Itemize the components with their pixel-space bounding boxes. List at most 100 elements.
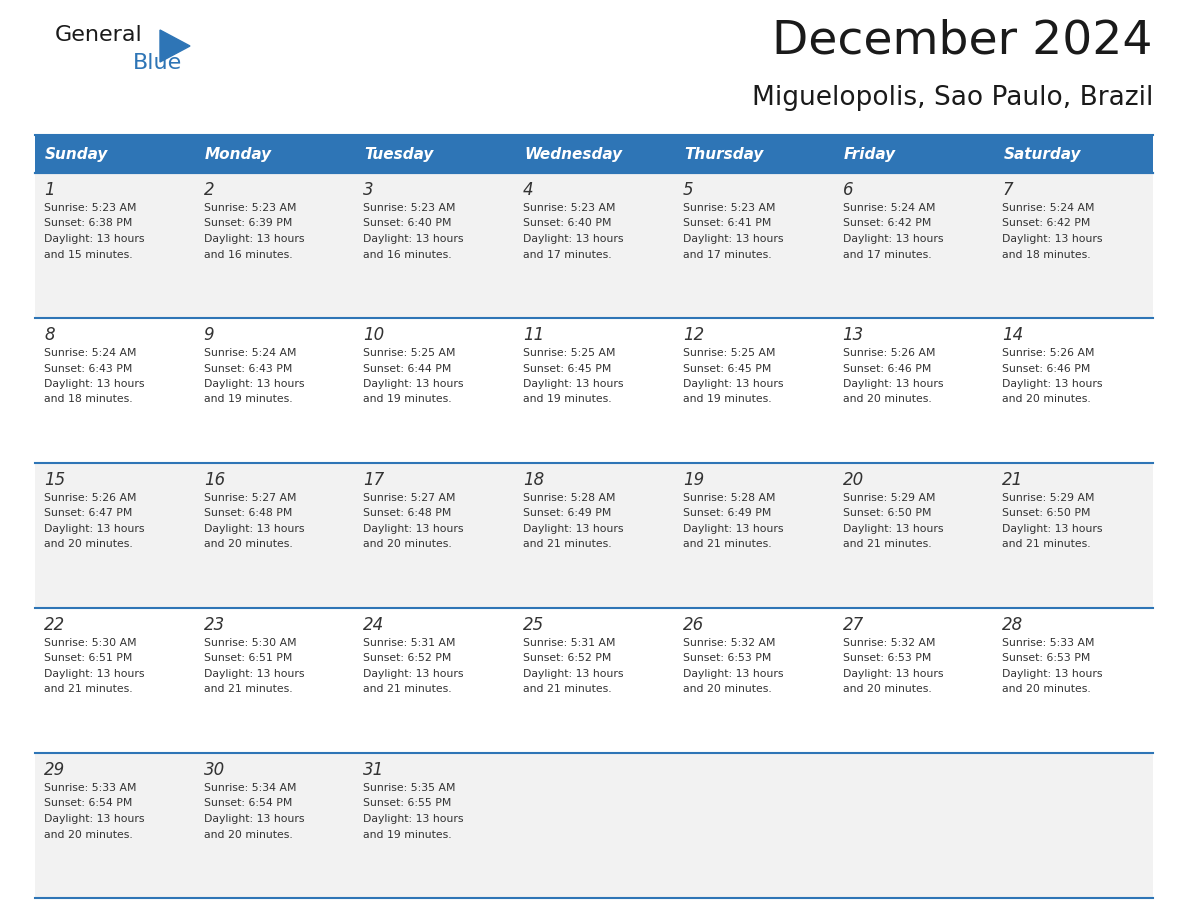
- Text: 30: 30: [203, 761, 225, 779]
- Text: Sunset: 6:48 PM: Sunset: 6:48 PM: [364, 509, 451, 519]
- Polygon shape: [160, 30, 190, 62]
- Text: and 20 minutes.: and 20 minutes.: [44, 830, 133, 839]
- Text: Daylight: 13 hours: Daylight: 13 hours: [683, 234, 783, 244]
- Text: Sunrise: 5:23 AM: Sunrise: 5:23 AM: [44, 203, 137, 213]
- Text: Sunset: 6:49 PM: Sunset: 6:49 PM: [523, 509, 612, 519]
- Text: and 17 minutes.: and 17 minutes.: [683, 250, 771, 260]
- Text: and 20 minutes.: and 20 minutes.: [1003, 685, 1091, 695]
- Text: Tuesday: Tuesday: [365, 147, 434, 162]
- Text: Sunset: 6:51 PM: Sunset: 6:51 PM: [203, 654, 292, 664]
- Text: and 20 minutes.: and 20 minutes.: [203, 830, 292, 839]
- Text: Sunset: 6:48 PM: Sunset: 6:48 PM: [203, 509, 292, 519]
- Text: Daylight: 13 hours: Daylight: 13 hours: [523, 234, 624, 244]
- Text: Miguelopolis, Sao Paulo, Brazil: Miguelopolis, Sao Paulo, Brazil: [752, 85, 1154, 111]
- Text: 16: 16: [203, 471, 225, 489]
- Text: 23: 23: [203, 616, 225, 634]
- Text: Daylight: 13 hours: Daylight: 13 hours: [1003, 524, 1102, 534]
- Text: Daylight: 13 hours: Daylight: 13 hours: [683, 524, 783, 534]
- Text: 21: 21: [1003, 471, 1024, 489]
- Text: and 16 minutes.: and 16 minutes.: [364, 250, 453, 260]
- Text: and 18 minutes.: and 18 minutes.: [44, 395, 133, 405]
- Text: Wednesday: Wednesday: [524, 147, 623, 162]
- Text: and 19 minutes.: and 19 minutes.: [364, 830, 453, 839]
- Text: Monday: Monday: [204, 147, 272, 162]
- Text: 7: 7: [1003, 181, 1013, 199]
- Text: 29: 29: [44, 761, 65, 779]
- Text: Daylight: 13 hours: Daylight: 13 hours: [842, 669, 943, 679]
- Text: Daylight: 13 hours: Daylight: 13 hours: [1003, 379, 1102, 389]
- Text: Daylight: 13 hours: Daylight: 13 hours: [203, 234, 304, 244]
- Text: Sunrise: 5:24 AM: Sunrise: 5:24 AM: [44, 348, 137, 358]
- Text: 31: 31: [364, 761, 385, 779]
- Text: Daylight: 13 hours: Daylight: 13 hours: [203, 669, 304, 679]
- Text: and 21 minutes.: and 21 minutes.: [842, 540, 931, 550]
- Text: Daylight: 13 hours: Daylight: 13 hours: [523, 524, 624, 534]
- Bar: [674, 135, 834, 173]
- Text: Sunrise: 5:28 AM: Sunrise: 5:28 AM: [683, 493, 776, 503]
- Text: Sunrise: 5:23 AM: Sunrise: 5:23 AM: [203, 203, 296, 213]
- Text: Sunrise: 5:24 AM: Sunrise: 5:24 AM: [842, 203, 935, 213]
- Text: Sunrise: 5:27 AM: Sunrise: 5:27 AM: [364, 493, 456, 503]
- Text: Sunrise: 5:23 AM: Sunrise: 5:23 AM: [683, 203, 776, 213]
- Text: Sunset: 6:38 PM: Sunset: 6:38 PM: [44, 218, 132, 229]
- Text: 19: 19: [683, 471, 704, 489]
- Text: 15: 15: [44, 471, 65, 489]
- Text: and 20 minutes.: and 20 minutes.: [842, 395, 931, 405]
- Text: Sunset: 6:42 PM: Sunset: 6:42 PM: [842, 218, 931, 229]
- Text: Sunset: 6:54 PM: Sunset: 6:54 PM: [203, 799, 292, 809]
- Text: Sunrise: 5:30 AM: Sunrise: 5:30 AM: [203, 638, 296, 648]
- Text: Sunset: 6:46 PM: Sunset: 6:46 PM: [1003, 364, 1091, 374]
- Text: Sunset: 6:52 PM: Sunset: 6:52 PM: [523, 654, 612, 664]
- Text: Daylight: 13 hours: Daylight: 13 hours: [44, 524, 145, 534]
- Text: and 18 minutes.: and 18 minutes.: [1003, 250, 1091, 260]
- Text: and 19 minutes.: and 19 minutes.: [203, 395, 292, 405]
- Text: Sunrise: 5:29 AM: Sunrise: 5:29 AM: [842, 493, 935, 503]
- Text: and 20 minutes.: and 20 minutes.: [1003, 395, 1091, 405]
- Text: Sunset: 6:52 PM: Sunset: 6:52 PM: [364, 654, 451, 664]
- Text: Thursday: Thursday: [684, 147, 763, 162]
- Text: Daylight: 13 hours: Daylight: 13 hours: [44, 814, 145, 824]
- Text: Daylight: 13 hours: Daylight: 13 hours: [1003, 669, 1102, 679]
- Text: 25: 25: [523, 616, 544, 634]
- Text: Sunset: 6:45 PM: Sunset: 6:45 PM: [523, 364, 612, 374]
- Text: Daylight: 13 hours: Daylight: 13 hours: [203, 524, 304, 534]
- Text: and 21 minutes.: and 21 minutes.: [523, 540, 612, 550]
- Text: Daylight: 13 hours: Daylight: 13 hours: [842, 234, 943, 244]
- Bar: [34, 463, 1154, 608]
- Text: 17: 17: [364, 471, 385, 489]
- Text: General: General: [55, 25, 143, 45]
- Text: Blue: Blue: [133, 53, 182, 73]
- Text: 14: 14: [1003, 326, 1024, 344]
- Text: Daylight: 13 hours: Daylight: 13 hours: [842, 524, 943, 534]
- Text: 26: 26: [683, 616, 704, 634]
- Text: Daylight: 13 hours: Daylight: 13 hours: [842, 379, 943, 389]
- Text: Sunrise: 5:26 AM: Sunrise: 5:26 AM: [44, 493, 137, 503]
- Text: Sunset: 6:43 PM: Sunset: 6:43 PM: [203, 364, 292, 374]
- Text: and 20 minutes.: and 20 minutes.: [203, 540, 292, 550]
- Text: 11: 11: [523, 326, 544, 344]
- Text: Sunrise: 5:24 AM: Sunrise: 5:24 AM: [1003, 203, 1095, 213]
- Text: 20: 20: [842, 471, 864, 489]
- Text: 9: 9: [203, 326, 214, 344]
- Text: Daylight: 13 hours: Daylight: 13 hours: [364, 234, 465, 244]
- Text: 13: 13: [842, 326, 864, 344]
- Bar: [34, 608, 1154, 753]
- Text: 5: 5: [683, 181, 694, 199]
- Text: 24: 24: [364, 616, 385, 634]
- Text: Sunrise: 5:30 AM: Sunrise: 5:30 AM: [44, 638, 137, 648]
- Text: Sunrise: 5:31 AM: Sunrise: 5:31 AM: [523, 638, 615, 648]
- Text: 27: 27: [842, 616, 864, 634]
- Text: Sunset: 6:50 PM: Sunset: 6:50 PM: [1003, 509, 1091, 519]
- Bar: [354, 135, 514, 173]
- Bar: [34, 318, 1154, 463]
- Text: and 21 minutes.: and 21 minutes.: [1003, 540, 1091, 550]
- Text: Sunset: 6:55 PM: Sunset: 6:55 PM: [364, 799, 451, 809]
- Text: and 19 minutes.: and 19 minutes.: [683, 395, 771, 405]
- Text: and 19 minutes.: and 19 minutes.: [523, 395, 612, 405]
- Text: Friday: Friday: [843, 147, 896, 162]
- Text: Sunset: 6:40 PM: Sunset: 6:40 PM: [523, 218, 612, 229]
- Text: Daylight: 13 hours: Daylight: 13 hours: [44, 379, 145, 389]
- Text: and 21 minutes.: and 21 minutes.: [523, 685, 612, 695]
- Text: Sunset: 6:40 PM: Sunset: 6:40 PM: [364, 218, 451, 229]
- Text: and 20 minutes.: and 20 minutes.: [842, 685, 931, 695]
